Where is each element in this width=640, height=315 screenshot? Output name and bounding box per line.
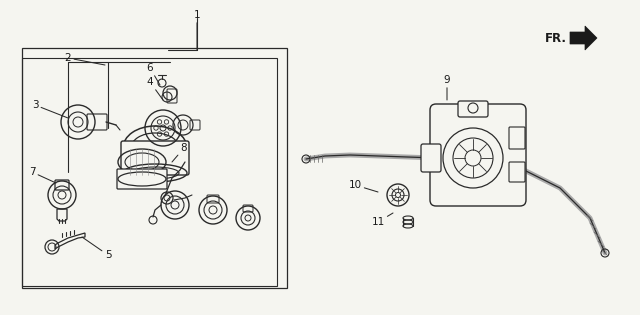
FancyBboxPatch shape [458,101,488,117]
FancyBboxPatch shape [117,169,167,189]
Bar [22,58,277,286]
FancyBboxPatch shape [121,141,189,175]
FancyBboxPatch shape [243,205,253,212]
FancyBboxPatch shape [509,162,525,182]
Polygon shape [55,233,85,249]
Text: 3: 3 [32,100,68,118]
Text: 10: 10 [348,180,378,192]
FancyBboxPatch shape [421,144,441,172]
Text: 9: 9 [444,75,451,100]
Text: 2: 2 [65,53,105,65]
Bar [22,48,287,288]
Text: 7: 7 [29,167,56,183]
Text: 11: 11 [371,213,393,227]
FancyBboxPatch shape [509,127,525,149]
Text: 6: 6 [147,63,160,85]
Text: 1: 1 [194,10,200,50]
Polygon shape [570,26,597,50]
Text: 8: 8 [172,143,188,162]
FancyBboxPatch shape [167,89,177,103]
FancyBboxPatch shape [55,180,69,190]
Text: FR.: FR. [545,32,567,44]
Text: 5: 5 [82,237,111,260]
FancyBboxPatch shape [430,104,526,206]
Text: 4: 4 [147,77,163,100]
FancyBboxPatch shape [207,195,219,203]
